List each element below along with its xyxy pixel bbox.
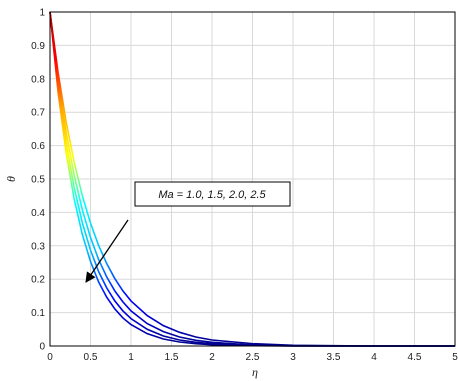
x-tick-labels: 0 0.5 1 1.5 2 2.5 3 3.5 4 4.5 5 bbox=[47, 352, 458, 363]
y-tick-label: 0.3 bbox=[31, 241, 45, 252]
y-tick-labels: 0 0.1 0.2 0.3 0.4 0.5 0.6 0.7 0.8 0.9 1 bbox=[31, 8, 45, 353]
x-axis-label: η bbox=[252, 365, 258, 379]
annotation-text: Ma = 1.0, 1.5, 2.0, 2.5 bbox=[158, 189, 266, 201]
y-tick-label: 0.6 bbox=[31, 141, 45, 152]
x-tick-label: 0.5 bbox=[84, 352, 98, 363]
x-tick-label: 2.5 bbox=[246, 352, 260, 363]
y-tick-label: 0.9 bbox=[31, 41, 45, 52]
y-tick-label: 0.8 bbox=[31, 74, 45, 85]
y-tick-label: 0.1 bbox=[31, 308, 45, 319]
x-tick-label: 3.5 bbox=[327, 352, 341, 363]
annotation-arrow bbox=[85, 219, 129, 283]
x-tick-label: 4.5 bbox=[408, 352, 422, 363]
y-tick-label: 0.7 bbox=[31, 108, 45, 119]
annotation: Ma = 1.0, 1.5, 2.0, 2.5 bbox=[85, 181, 291, 283]
x-tick-label: 4 bbox=[371, 352, 377, 363]
annotation-box bbox=[134, 181, 291, 207]
x-tick-label: 1.5 bbox=[165, 352, 179, 363]
y-axis-label: θ bbox=[4, 176, 18, 182]
plot-frame bbox=[49, 11, 456, 347]
x-tick-label: 2 bbox=[209, 352, 215, 363]
y-tick-label: 0.2 bbox=[31, 275, 45, 286]
y-tick-label: 1 bbox=[39, 8, 45, 19]
y-tick-label: 0 bbox=[39, 342, 45, 353]
x-tick-label: 3 bbox=[290, 352, 296, 363]
x-tick-label: 0 bbox=[47, 352, 53, 363]
x-tick-label: 1 bbox=[128, 352, 134, 363]
y-tick-label: 0.4 bbox=[31, 208, 45, 219]
y-tick-label: 0.5 bbox=[31, 175, 45, 186]
x-tick-label: 5 bbox=[452, 352, 458, 363]
